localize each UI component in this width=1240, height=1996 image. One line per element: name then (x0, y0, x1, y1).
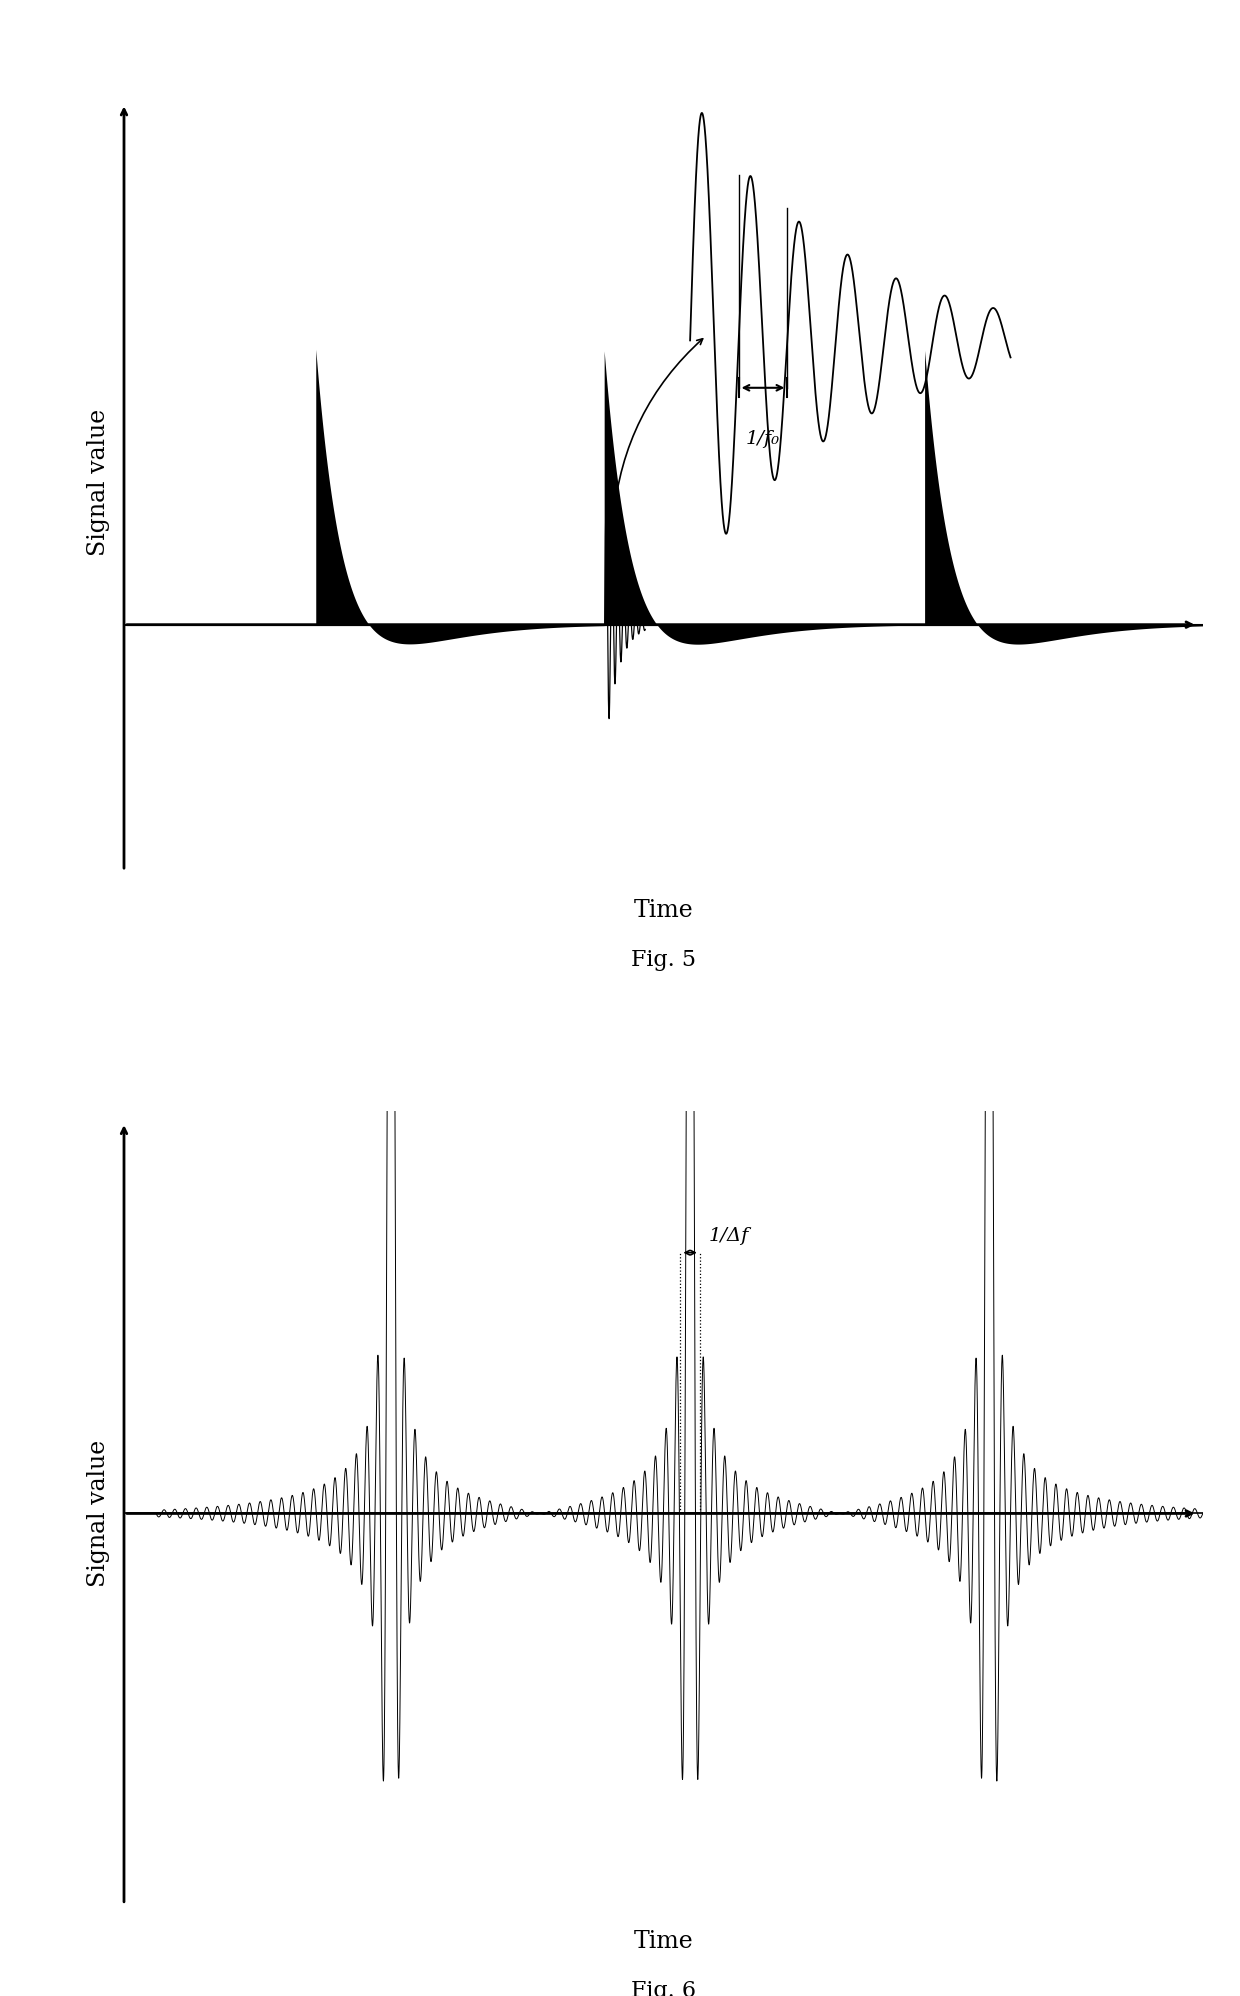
Y-axis label: Signal value: Signal value (87, 409, 110, 557)
Text: Fig. 5: Fig. 5 (631, 948, 696, 970)
Text: 1/Δf: 1/Δf (708, 1228, 749, 1246)
X-axis label: Time: Time (634, 1930, 693, 1952)
X-axis label: Time: Time (634, 898, 693, 922)
Y-axis label: Signal value: Signal value (87, 1439, 110, 1587)
Text: 1/f₀: 1/f₀ (746, 431, 780, 449)
Text: Fig. 6: Fig. 6 (631, 1980, 696, 1996)
